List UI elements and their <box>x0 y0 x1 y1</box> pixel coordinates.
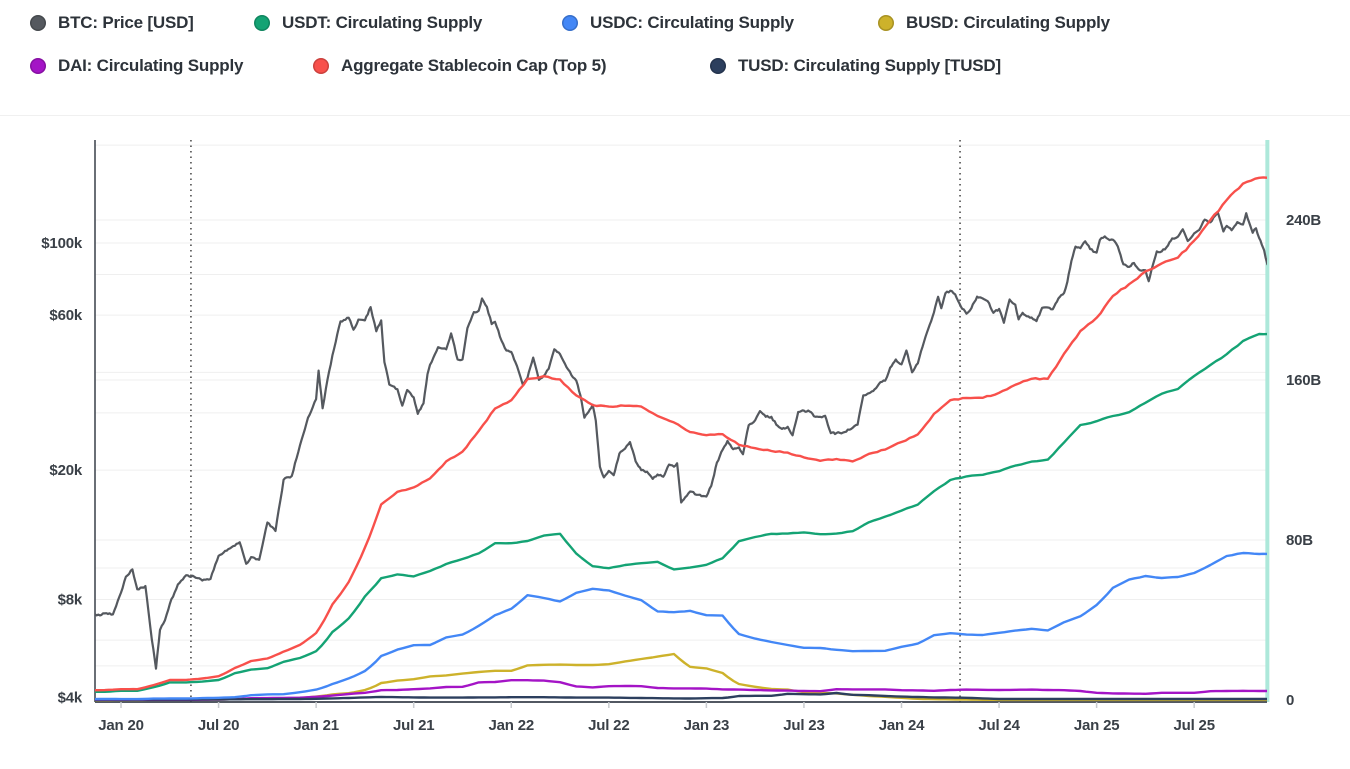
x-tick-label: Jul 24 <box>978 717 1020 734</box>
series-usdc-line <box>95 551 1267 701</box>
price-supply-chart[interactable]: Jan 20 Jul 20 Jan 21 Jul 21 Jan 22 Jul 22 Jan … <box>0 115 1350 769</box>
usdc-legend-dot-icon <box>562 15 578 31</box>
busd-legend-dot-icon <box>878 15 894 31</box>
x-tick-label: Jan 24 <box>879 717 925 734</box>
y-right-tick-label: 160B <box>1286 372 1321 389</box>
legend-item-dai[interactable]: DAI: Circulating Supply <box>30 54 243 78</box>
series-usdt-line <box>95 332 1267 693</box>
x-tick-label: Jan 21 <box>293 717 339 734</box>
x-tick-label: Jan 20 <box>98 717 144 734</box>
legend-item-label: Aggregate Stablecoin Cap (Top 5) <box>341 56 607 75</box>
x-tick-label: Jul 20 <box>198 717 239 734</box>
legend-item-label: TUSD: Circulating Supply [TUSD] <box>738 56 1001 75</box>
legend-item-label: BUSD: Circulating Supply <box>906 13 1110 32</box>
series-tusd-line <box>95 691 1267 701</box>
y-left-tick-label: $20k <box>49 462 82 479</box>
legend-item-agg[interactable]: Aggregate Stablecoin Cap (Top 5) <box>313 54 607 78</box>
legend-divider <box>0 115 1350 116</box>
series-btc-line <box>95 211 1267 670</box>
legend-item-tusd[interactable]: TUSD: Circulating Supply [TUSD] <box>710 54 1001 78</box>
usdt-legend-dot-icon <box>254 15 270 31</box>
x-tick-label: Jul 22 <box>588 717 629 734</box>
y-right-tick-label: 240B <box>1286 212 1321 229</box>
legend-item-label: USDC: Circulating Supply <box>590 13 794 32</box>
x-tick-label: Jul 23 <box>783 717 824 734</box>
x-tick-label: Jul 21 <box>393 717 434 734</box>
legend: BTC: Price [USD] USDT: Circulating Supply… <box>0 0 1350 100</box>
series-dai-line <box>95 679 1267 701</box>
x-tick-label: Jan 25 <box>1074 717 1120 734</box>
y-left-tick-label: $8k <box>58 591 83 608</box>
legend-item-usdt[interactable]: USDT: Circulating Supply <box>254 11 482 35</box>
agg-legend-dot-icon <box>313 58 329 74</box>
tusd-legend-dot-icon <box>710 58 726 74</box>
legend-item-label: USDT: Circulating Supply <box>282 13 483 32</box>
x-tick-label: Jul 25 <box>1174 717 1215 734</box>
legend-item-btc[interactable]: BTC: Price [USD] <box>30 11 194 35</box>
legend-item-usdc[interactable]: USDC: Circulating Supply <box>562 11 794 35</box>
legend-item-label: DAI: Circulating Supply <box>58 56 244 75</box>
y-left-tick-label: $100k <box>41 235 83 252</box>
x-tick-label: Jan 23 <box>684 717 730 734</box>
legend-item-label: BTC: Price [USD] <box>58 13 194 32</box>
btc-legend-dot-icon <box>30 15 46 31</box>
dai-legend-dot-icon <box>30 58 46 74</box>
y-left-tick-label: $4k <box>58 689 83 706</box>
series-agg-line <box>95 176 1267 692</box>
y-right-tick-label: 0 <box>1286 692 1294 709</box>
y-left-tick-label: $60k <box>49 307 82 324</box>
y-right-tick-label: 80B <box>1286 532 1313 549</box>
legend-item-busd[interactable]: BUSD: Circulating Supply <box>878 11 1110 35</box>
x-tick-label: Jan 22 <box>489 717 535 734</box>
